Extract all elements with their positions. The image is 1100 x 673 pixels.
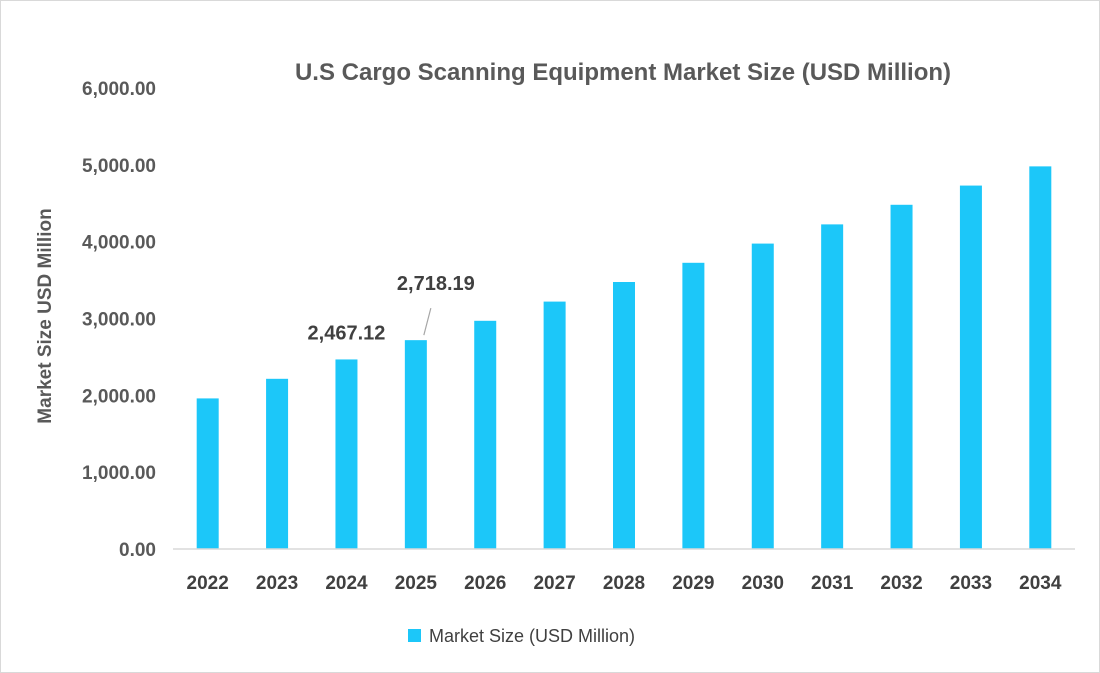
data-labels: 2,467.12 2,718.19 (308, 273, 475, 344)
x-tick-label: 2027 (533, 573, 575, 594)
bar-2025 (404, 340, 427, 549)
bar-2028 (613, 282, 635, 549)
x-tick-label: 2026 (464, 573, 506, 594)
data-label-2024: 2,467.12 (308, 322, 386, 344)
x-tick-label: 2029 (672, 573, 714, 594)
chart-title: U.S Cargo Scanning Equipment Market Size… (295, 59, 951, 86)
y-tick-label: 0.00 (119, 540, 156, 561)
bar-2033 (959, 185, 982, 549)
x-tick-label: 2032 (880, 573, 922, 594)
bar-2030 (751, 243, 774, 549)
legend-label: Market Size (USD Million) (429, 626, 635, 646)
y-axis-ticks: 0.00 1,000.00 2,000.00 3,000.00 4,000.00 5,00… (82, 79, 156, 561)
x-tick-label: 2031 (811, 573, 854, 594)
x-tick-label: 2034 (1019, 573, 1062, 594)
bar-2029 (682, 262, 705, 549)
legend: Market Size (USD Million) (408, 626, 635, 646)
bar-2024 (335, 359, 358, 549)
x-tick-label: 2028 (603, 573, 645, 594)
x-tick-label: 2033 (950, 573, 992, 594)
legend-swatch (408, 629, 421, 642)
data-label-2025: 2,718.19 (397, 273, 475, 295)
bar-2026 (474, 320, 497, 549)
y-tick-label: 1,000.00 (82, 463, 156, 484)
y-tick-label: 2,000.00 (82, 386, 156, 407)
y-tick-label: 6,000.00 (82, 79, 156, 100)
x-tick-label: 2023 (256, 573, 298, 594)
y-axis-label: Market Size USD Million (35, 208, 56, 423)
x-tick-label: 2024 (325, 573, 368, 594)
y-tick-label: 3,000.00 (82, 310, 156, 331)
x-axis-ticks: 2022 2023 2024 2025 2026 2027 2028 2029 2030 2031… (187, 573, 1062, 594)
bars-group (196, 166, 1052, 550)
bar-2022 (196, 398, 219, 549)
bar-2023 (266, 378, 289, 549)
y-tick-label: 4,000.00 (82, 233, 156, 254)
x-tick-label: 2022 (187, 573, 229, 594)
bar-2034 (1029, 166, 1052, 549)
bar-2032 (890, 204, 913, 549)
bar-2027 (543, 301, 566, 549)
y-tick-label: 5,000.00 (82, 156, 156, 177)
x-tick-label: 2025 (395, 573, 438, 594)
data-label-leader-line (423, 308, 432, 336)
bar-2031 (821, 224, 844, 550)
x-tick-label: 2030 (742, 573, 784, 594)
